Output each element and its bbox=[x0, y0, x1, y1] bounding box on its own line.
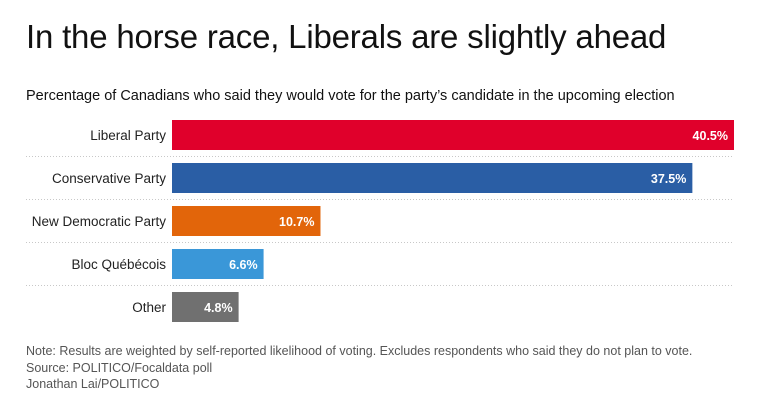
bar bbox=[172, 163, 693, 193]
category-label: Other bbox=[132, 300, 166, 315]
chart-subtitle: Percentage of Canadians who said they wo… bbox=[26, 88, 675, 104]
bar bbox=[172, 206, 321, 236]
category-label: Liberal Party bbox=[90, 128, 166, 143]
value-label: 6.6% bbox=[229, 258, 258, 272]
value-label: 4.8% bbox=[204, 301, 233, 315]
category-label: Bloc Québécois bbox=[71, 257, 166, 272]
chart-notes: Note: Results are weighted by self-repor… bbox=[26, 343, 692, 393]
source-text: Source: POLITICO/Focaldata poll bbox=[26, 360, 213, 375]
chart-title: In the horse race, Liberals are slightly… bbox=[26, 18, 667, 55]
credit-text: Jonathan Lai/POLITICO bbox=[26, 377, 160, 391]
bar bbox=[172, 249, 264, 279]
value-label: 40.5% bbox=[693, 129, 728, 143]
bar bbox=[172, 120, 734, 150]
category-label: Conservative Party bbox=[52, 171, 166, 186]
note-text: Note: Results are weighted by self-repor… bbox=[26, 344, 693, 358]
category-label: New Democratic Party bbox=[32, 214, 167, 229]
bar-chart: Liberal Party 40.5% Conservative Party 37.5… bbox=[26, 120, 734, 322]
value-label: 37.5% bbox=[651, 172, 686, 186]
bar bbox=[172, 292, 239, 322]
value-label: 10.7% bbox=[279, 215, 314, 229]
